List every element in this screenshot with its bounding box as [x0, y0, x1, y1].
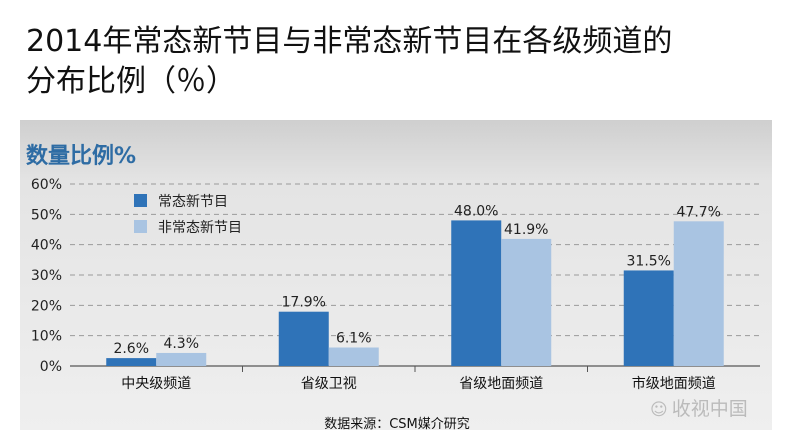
data-label: 48.0%	[454, 203, 498, 219]
data-label: 17.9%	[282, 295, 326, 311]
legend-swatch	[134, 194, 147, 207]
x-tick-label: 省级地面频道	[459, 376, 543, 392]
bar	[673, 221, 724, 366]
bar	[451, 220, 502, 366]
data-label: 41.9%	[504, 222, 548, 238]
legend-label: 常态新节目	[158, 194, 228, 210]
bar	[501, 238, 552, 366]
bar	[623, 270, 674, 366]
data-label: 4.3%	[163, 336, 199, 352]
watermark-text: 收视中国	[671, 398, 748, 420]
y-tick-label: 0%	[40, 359, 62, 375]
watermark: ☺ 收视中国	[650, 394, 748, 421]
title-line-1: 2014年常态新节目与非常态新节目在各级频道的	[26, 24, 673, 59]
y-tick-label: 20%	[31, 298, 62, 314]
data-label: 6.1%	[336, 330, 372, 346]
data-label: 2.6%	[113, 341, 149, 357]
data-label: 47.7%	[677, 204, 721, 220]
wechat-icon: ☺	[650, 400, 668, 420]
y-tick-label: 60%	[31, 177, 62, 193]
y-tick-label: 10%	[31, 329, 62, 345]
x-tick-label: 中央级频道	[121, 376, 191, 392]
legend-label: 非常态新节目	[158, 220, 242, 236]
bar	[106, 358, 157, 366]
x-tick-label: 市级地面频道	[632, 375, 716, 392]
page-title: 2014年常态新节目与非常态新节目在各级频道的 分布比例（％）	[26, 22, 766, 102]
x-tick-label: 省级卫视	[301, 376, 357, 392]
data-label: 31.5%	[627, 253, 671, 269]
chart-title: 数量比例%	[26, 144, 137, 169]
legend-swatch	[134, 220, 147, 233]
y-tick-label: 50%	[31, 207, 62, 223]
title-line-2: 分布比例（％）	[26, 64, 236, 99]
y-tick-label: 40%	[31, 238, 62, 254]
bar	[278, 311, 329, 366]
source-note: 数据来源：CSM媒介研究	[324, 417, 470, 432]
y-tick-label: 30%	[31, 268, 62, 284]
bar	[328, 347, 379, 366]
bar	[156, 352, 207, 366]
